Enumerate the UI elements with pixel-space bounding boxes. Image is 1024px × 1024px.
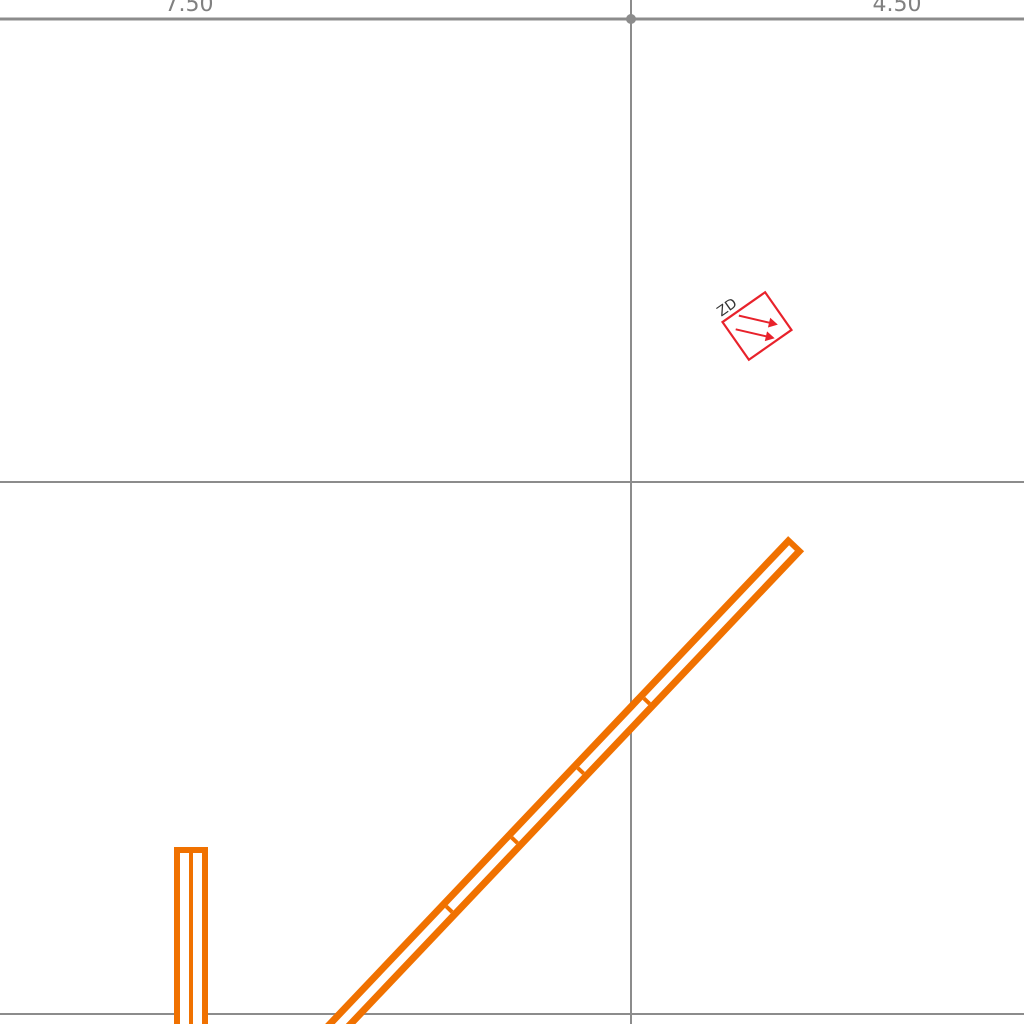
diagonal-member[interactable]: [302, 536, 805, 1024]
member-segment-ticks: [444, 696, 652, 914]
axis-label-right: 4.50: [873, 0, 922, 17]
axis-label-left: 7.50: [165, 0, 214, 17]
zd-symbol-frame: [720, 290, 794, 362]
axis-node-marker: [626, 14, 636, 24]
vertical-member[interactable]: [174, 847, 208, 1024]
zd-arrow-icon: [735, 314, 778, 342]
